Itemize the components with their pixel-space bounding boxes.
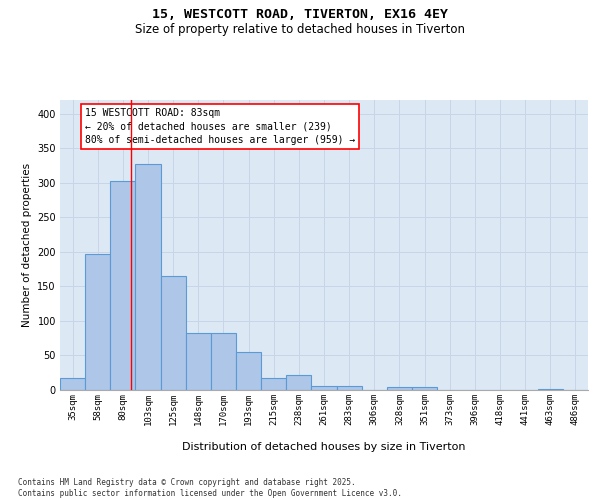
Bar — [136, 164, 161, 390]
Bar — [286, 375, 311, 390]
Bar — [85, 254, 110, 390]
Bar — [110, 181, 136, 390]
Bar — [161, 276, 186, 390]
Bar — [538, 388, 563, 390]
Bar — [236, 352, 261, 390]
Bar — [60, 378, 85, 390]
Bar — [311, 386, 337, 390]
Text: Size of property relative to detached houses in Tiverton: Size of property relative to detached ho… — [135, 22, 465, 36]
Text: Contains HM Land Registry data © Crown copyright and database right 2025.
Contai: Contains HM Land Registry data © Crown c… — [18, 478, 402, 498]
Y-axis label: Number of detached properties: Number of detached properties — [22, 163, 32, 327]
Bar — [412, 386, 437, 390]
Bar — [211, 334, 236, 390]
Text: Distribution of detached houses by size in Tiverton: Distribution of detached houses by size … — [182, 442, 466, 452]
Text: 15 WESTCOTT ROAD: 83sqm
← 20% of detached houses are smaller (239)
80% of semi-d: 15 WESTCOTT ROAD: 83sqm ← 20% of detache… — [85, 108, 355, 144]
Bar — [186, 334, 211, 390]
Bar — [337, 386, 362, 390]
Bar — [387, 386, 412, 390]
Text: 15, WESTCOTT ROAD, TIVERTON, EX16 4EY: 15, WESTCOTT ROAD, TIVERTON, EX16 4EY — [152, 8, 448, 20]
Bar — [261, 378, 286, 390]
